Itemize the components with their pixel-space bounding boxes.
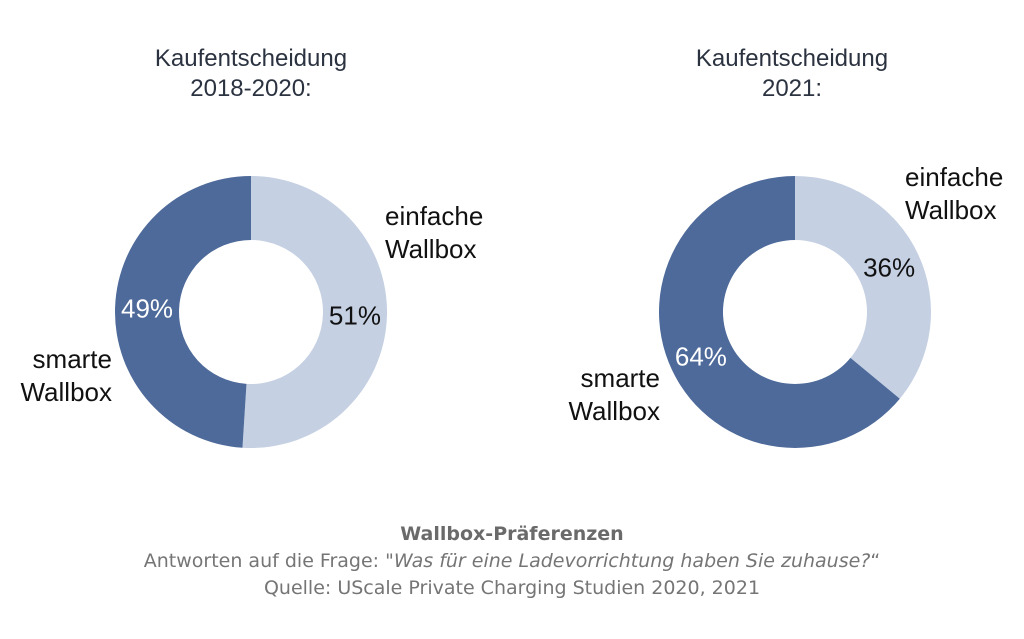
donut-slice-einfache-wallbox <box>795 176 931 399</box>
slice-category-label-line: Wallbox <box>905 195 997 225</box>
slice-category-label-line: smarte <box>581 363 660 393</box>
caption-question-prefix: Antworten auf die Frage: " <box>143 550 394 572</box>
donut-slice-einfache-wallbox <box>242 176 388 449</box>
chart-title-line: Kaufentscheidung <box>696 45 888 72</box>
chart-title-line: Kaufentscheidung <box>155 45 347 72</box>
donut-chart-2021: Kaufentscheidung 2021:36%einfache Wallbox6… <box>568 45 1003 449</box>
slice-value-label: 51% <box>329 300 381 330</box>
chart-title-line: 2021: <box>762 75 822 102</box>
donut-chart-2018-2020: Kaufentscheidung 2018-2020:51%einfache Wal… <box>20 45 483 449</box>
slice-value-label: 36% <box>863 253 915 283</box>
caption-source: Quelle: UScale Private Charging Studien … <box>263 577 761 599</box>
slice-category-label: einfache Wallbox <box>385 201 483 264</box>
chart-title: Kaufentscheidung 2018-2020: <box>155 45 347 102</box>
caption-question-text: Was für eine Ladevorrichtung haben Sie z… <box>393 550 871 572</box>
slice-value-label: 49% <box>121 294 173 324</box>
slice-category-label-line: Wallbox <box>20 377 112 407</box>
slice-category-label-line: smarte <box>33 344 112 374</box>
donut-slice-smarte-wallbox <box>658 176 900 449</box>
slice-category-label-line: einfache <box>385 201 483 231</box>
slice-value-label: 64% <box>675 341 727 371</box>
chart-title: Kaufentscheidung 2021: <box>696 45 888 102</box>
chart-title-line: 2018-2020: <box>190 75 311 102</box>
slice-category-label: smarte Wallbox <box>20 344 112 407</box>
slice-category-label: smarte Wallbox <box>568 363 660 426</box>
slice-category-label-line: Wallbox <box>385 234 477 264</box>
slice-category-label-line: Wallbox <box>568 396 660 426</box>
donut-slice-smarte-wallbox <box>115 176 252 448</box>
caption-question: Antworten auf die Frage: "Was für eine L… <box>0 549 1024 574</box>
slice-category-label-line: einfache <box>905 162 1003 192</box>
slice-category-label: einfache Wallbox <box>905 162 1003 225</box>
caption-question-suffix: “ <box>870 550 881 572</box>
caption-title: Wallbox-Präferenzen <box>400 523 624 545</box>
